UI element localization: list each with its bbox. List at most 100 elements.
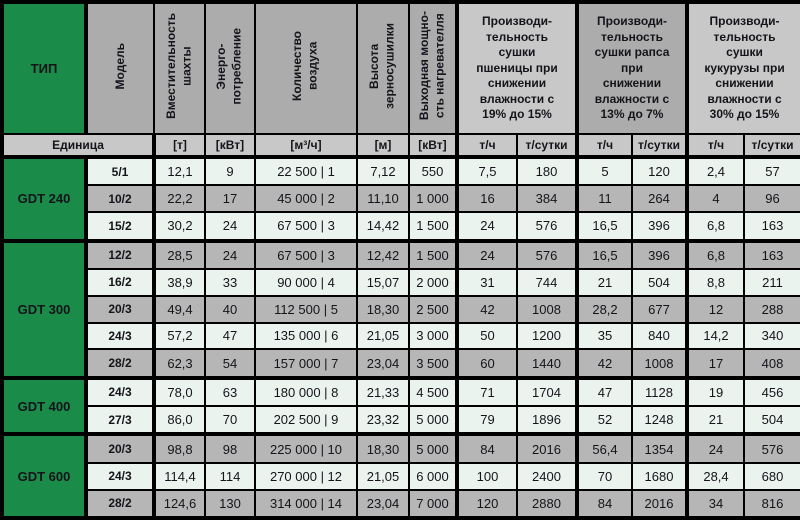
value-cell: 24	[204, 211, 256, 242]
table-row: 24/3 57,2 47 135 000 | 6 21,05 3 000 50 1200 35 8…	[2, 321, 800, 351]
value-cell: 16,5	[576, 238, 633, 270]
value-cell: 38,9	[153, 267, 206, 297]
value-cell: 7,12	[356, 154, 410, 187]
type-column-header: ТИП	[0, 1, 88, 135]
value-cell: 90 000 | 4	[254, 267, 358, 297]
value-cell: 22,2	[153, 184, 206, 214]
value-cell: 180	[516, 154, 579, 187]
table-row: 27/3 86,0 70 202 500 | 9 23,32 5 000 79 1896 52 1…	[2, 405, 800, 436]
model-cell: 10/2	[85, 184, 156, 214]
value-cell: 1896	[516, 405, 579, 436]
table-row: GDT 400 24/3 78,0 63 180 000 | 8 21,33 4 500 71…	[0, 375, 800, 436]
unit-m: [м]	[356, 133, 410, 159]
value-cell: 28,4	[686, 461, 745, 491]
table-row: GDT 600 20/3 98,8 98 225 000 | 10 18,30 5 000 8…	[0, 432, 800, 519]
value-cell: 396	[631, 238, 689, 270]
unit-kw: [кВт]	[204, 133, 256, 159]
value-cell: 1 500	[408, 238, 459, 270]
value-cell: 1008	[516, 294, 579, 324]
table-row: 20/3 49,4 40 112 500 | 5 18,30 2 500 42 1008 28,…	[2, 294, 800, 324]
value-cell: 157 000 | 7	[254, 348, 358, 379]
value-cell: 28,5	[153, 238, 206, 270]
value-cell: 11,10	[356, 184, 410, 214]
value-cell: 57,2	[153, 321, 206, 351]
model-column-header: Модель	[85, 1, 155, 135]
unit-wheat-tday: т/сутки	[516, 133, 579, 159]
type-cell: GDT 400	[0, 375, 88, 436]
unit-heater-kw: [кВт]	[408, 133, 459, 159]
value-cell: 202 500 | 9	[254, 405, 358, 436]
value-cell: 67 500 | 3	[254, 211, 358, 242]
value-cell: 100	[456, 461, 518, 491]
value-cell: 576	[742, 432, 800, 464]
table-row: GDT 240 5/1 12,1 9 22 500 | 1 7,12 550 7,5 180 5 1…	[0, 154, 800, 242]
value-cell: 42	[456, 294, 518, 324]
value-cell: 211	[742, 267, 800, 297]
value-cell: 408	[742, 348, 800, 379]
value-cell: 54	[204, 348, 256, 379]
value-cell: 24	[456, 211, 518, 242]
value-cell: 24	[456, 238, 518, 270]
value-cell: 49,4	[153, 294, 206, 324]
value-cell: 78,0	[153, 375, 206, 408]
model-cell: 12/2	[85, 238, 156, 270]
value-cell: 24	[204, 238, 256, 270]
value-cell: 5 000	[408, 405, 459, 436]
value-cell: 180 000 | 8	[254, 375, 358, 408]
value-cell: 47	[204, 321, 256, 351]
shaft-capacity-column-header: Вместительность шахты	[153, 1, 206, 135]
model-cell: 16/2	[85, 267, 156, 297]
value-cell: 2016	[516, 432, 579, 464]
table-row: 16/2 38,9 33 90 000 | 4 15,07 2 000 31 744 21 504…	[2, 267, 800, 297]
value-cell: 18,30	[356, 432, 410, 464]
table-row: 24/3 114,4 114 270 000 | 12 21,05 6 000 100 240…	[2, 461, 800, 491]
value-cell: 456	[742, 375, 800, 408]
energy-consumption-column-header: Энерго- потребление	[204, 1, 256, 135]
table-row: 28/2 124,6 130 314 000 | 14 23,04 7 000 120 288…	[2, 488, 800, 520]
value-cell: 504	[742, 405, 800, 436]
value-cell: 2400	[516, 461, 579, 491]
shaft-capacity-label: Вместительность шахты	[163, 13, 194, 119]
value-cell: 84	[576, 488, 633, 520]
value-cell: 680	[742, 461, 800, 491]
value-cell: 4 500	[408, 375, 459, 408]
value-cell: 314 000 | 14	[254, 488, 358, 520]
value-cell: 21,05	[356, 461, 410, 491]
unit-row: Единица [т] [кВт] [м³/ч] [м] [кВт] т/ч т…	[0, 133, 800, 159]
table-row: GDT 300 12/2 28,5 24 67 500 | 3 12,42 1 500 24 5…	[0, 238, 800, 379]
unit-corn-tday: т/сутки	[742, 133, 800, 159]
value-cell: 2016	[631, 488, 689, 520]
unit-rape-tday: т/сутки	[631, 133, 689, 159]
model-cell: 24/3	[85, 321, 156, 351]
model-cell: 27/3	[85, 405, 156, 436]
table-row: 15/2 30,2 24 67 500 | 3 14,42 1 500 24 576 16,5 3…	[2, 211, 800, 242]
rape-drying-productivity-header: Производи- тельность сушки рапса при сни…	[576, 1, 689, 135]
value-cell: 5 000	[408, 432, 459, 464]
value-cell: 70	[204, 405, 256, 436]
value-cell: 340	[742, 321, 800, 351]
value-cell: 744	[516, 267, 579, 297]
value-cell: 24	[686, 432, 745, 464]
value-cell: 79	[456, 405, 518, 436]
value-cell: 67 500 | 3	[254, 238, 358, 270]
value-cell: 63	[204, 375, 256, 408]
air-volume-column-header: Количество воздуха	[254, 1, 358, 135]
unit-tons: [т]	[153, 133, 206, 159]
value-cell: 396	[631, 211, 689, 242]
value-cell: 1128	[631, 375, 689, 408]
value-cell: 163	[742, 238, 800, 270]
model-cell: 28/2	[85, 348, 156, 379]
value-cell: 86,0	[153, 405, 206, 436]
value-cell: 7 000	[408, 488, 459, 520]
value-cell: 14,42	[356, 211, 410, 242]
value-cell: 384	[516, 184, 579, 214]
value-cell: 9	[204, 154, 256, 187]
value-cell: 23,04	[356, 488, 410, 520]
value-cell: 70	[576, 461, 633, 491]
value-cell: 57	[742, 154, 800, 187]
value-cell: 62,3	[153, 348, 206, 379]
value-cell: 33	[204, 267, 256, 297]
value-cell: 71	[456, 375, 518, 408]
value-cell: 7,5	[456, 154, 518, 187]
